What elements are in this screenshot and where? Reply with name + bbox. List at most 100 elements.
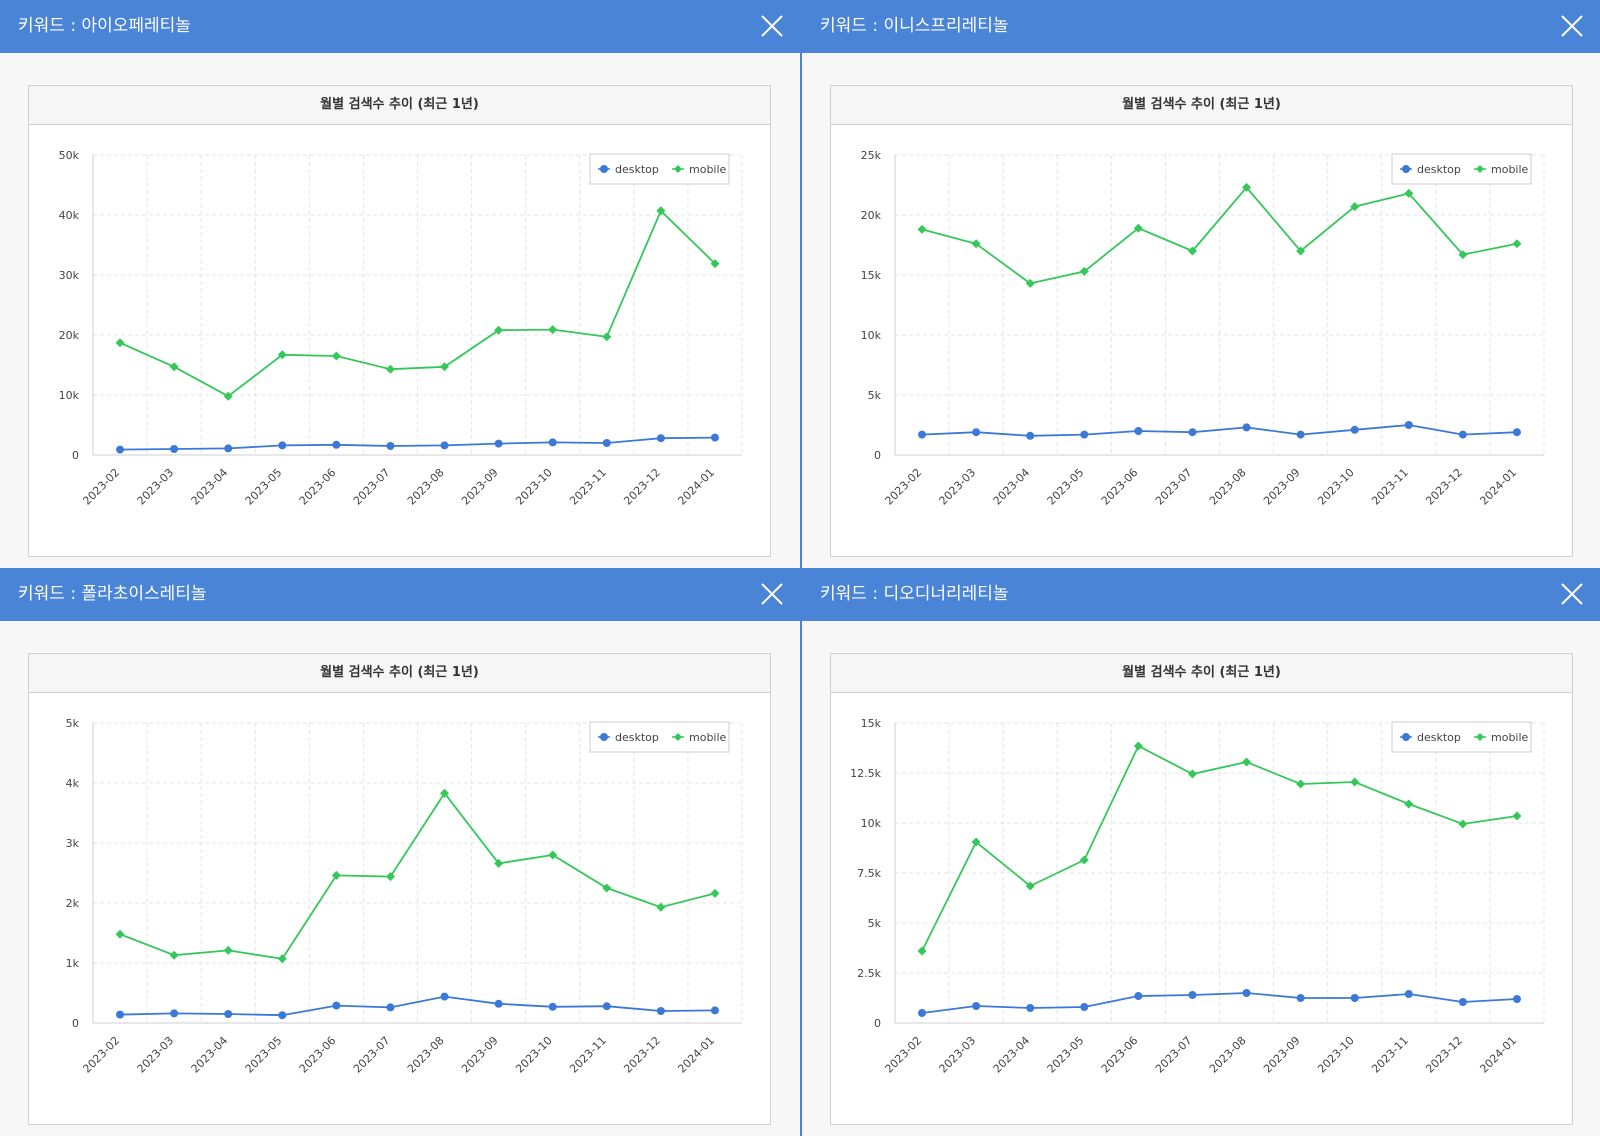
desktop-data-point: [602, 1002, 611, 1011]
x-tick-label: 2023-09: [459, 466, 501, 508]
desktop-data-point: [972, 1002, 981, 1010]
desktop-data-point: [602, 439, 611, 447]
desktop-data-point: [972, 428, 981, 437]
x-tick-label: 2023-02: [80, 1034, 122, 1076]
desktop-data-point: [386, 442, 395, 450]
close-icon[interactable]: [1558, 12, 1586, 40]
mobile-data-point: [440, 788, 450, 798]
desktop-data-point: [1458, 998, 1467, 1006]
desktop-data-point: [1350, 425, 1359, 434]
x-tick-label: 2023-03: [135, 1034, 177, 1076]
x-tick-label: 2023-07: [1153, 1034, 1195, 1076]
y-tick-label: 50k: [59, 149, 80, 162]
mobile-data-point: [169, 362, 179, 372]
desktop-data-point: [1134, 992, 1143, 1000]
desktop-data-point: [440, 441, 449, 450]
desktop-data-point: [170, 445, 179, 453]
chart-header: 월별 검색수 추이 (최근 1년): [831, 654, 1572, 693]
mobile-data-point: [1242, 757, 1252, 767]
desktop-data-point: [1026, 431, 1035, 440]
mobile-legend-marker: [674, 165, 682, 173]
mobile-data-point: [1187, 769, 1197, 779]
desktop-data-point: [116, 1010, 125, 1019]
x-tick-label: 2023-10: [513, 1034, 555, 1076]
mobile-data-point: [385, 364, 395, 374]
y-tick-label: 7.5k: [857, 867, 881, 880]
mobile-data-point: [548, 850, 558, 860]
mobile-data-point: [385, 872, 395, 882]
mobile-data-point: [1350, 777, 1360, 787]
x-tick-label: 2023-10: [1315, 466, 1357, 508]
chart-card: 월별 검색수 추이 (최근 1년) 0 10k 20k 30k 40k 50k 2023-0…: [28, 85, 771, 557]
x-tick-label: 2023-05: [1045, 466, 1087, 508]
desktop-data-point: [116, 445, 125, 454]
legend-label: desktop: [615, 731, 659, 744]
x-tick-label: 2023-04: [991, 1034, 1033, 1076]
mobile-data-point: [971, 239, 981, 249]
mobile-data-point: [115, 338, 125, 348]
x-tick-label: 2023-12: [621, 466, 663, 508]
desktop-data-point: [494, 439, 503, 448]
mobile-data-point: [1025, 881, 1035, 891]
x-tick-label: 2023-08: [405, 466, 447, 508]
desktop-data-point: [278, 441, 287, 450]
y-tick-label: 20k: [861, 209, 882, 222]
desktop-data-point: [656, 1007, 665, 1015]
line-chart: 0 5k 10k 15k 20k 25k 2023-02 2023-03 2023-04 2023…: [861, 149, 1545, 508]
mobile-data-point: [223, 391, 233, 401]
x-tick-label: 2023-06: [297, 466, 339, 508]
y-tick-label: 15k: [861, 269, 882, 282]
x-tick-label: 2023-05: [243, 1034, 285, 1076]
y-tick-label: 40k: [59, 209, 80, 222]
keyword-title: 키워드 : 폴라초이스레티놀: [18, 584, 207, 604]
legend-box: [1391, 153, 1532, 185]
desktop-data-point: [918, 1009, 927, 1017]
line-chart: 0 2.5k 5k 7.5k 10k 12.5k 15k 2023-02 2023-03 2023…: [850, 717, 1545, 1076]
panel-header: 키워드 : 아이오페레티놀: [0, 0, 800, 53]
desktop-data-point: [332, 1001, 341, 1010]
x-tick-label: 2023-09: [459, 1034, 501, 1076]
mobile-data-point: [1133, 741, 1143, 751]
chart-card: 월별 검색수 추이 (최근 1년) 0 2.5k 5k 7.5k 10k 12.5k 15k…: [830, 653, 1573, 1125]
panel-header: 키워드 : 디오디너리레티놀: [802, 568, 1600, 621]
y-tick-label: 1k: [66, 957, 80, 970]
y-tick-label: 20k: [59, 329, 80, 342]
mobile-data-point: [656, 902, 666, 912]
desktop-data-point: [1188, 428, 1197, 437]
y-tick-label: 5k: [66, 717, 80, 730]
keyword-title: 키워드 : 디오디너리레티놀: [820, 584, 1009, 604]
mobile-data-point: [494, 325, 504, 335]
close-icon[interactable]: [1558, 580, 1586, 608]
x-tick-label: 2023-08: [405, 1034, 447, 1076]
desktop-series-line: [922, 424, 1517, 437]
desktop-data-point: [1242, 989, 1251, 997]
desktop-data-point: [1134, 427, 1143, 435]
mobile-data-point: [115, 929, 125, 939]
close-icon[interactable]: [758, 12, 786, 40]
desktop-data-point: [710, 1006, 719, 1015]
y-tick-label: 5k: [868, 389, 882, 402]
x-tick-label: 2023-08: [1207, 1034, 1249, 1076]
close-icon[interactable]: [758, 580, 786, 608]
keyword-panel-2: 키워드 : 이니스프리레티놀 월별 검색수 추이 (최근 1년) 0 5k 10k 1…: [800, 0, 1600, 568]
y-tick-label: 3k: [66, 837, 80, 850]
mobile-data-point: [1458, 819, 1468, 829]
x-tick-label: 2024-01: [675, 466, 717, 508]
desktop-data-point: [1512, 428, 1521, 437]
legend-box: [1391, 721, 1532, 753]
x-tick-label: 2023-07: [1153, 466, 1195, 508]
x-tick-label: 2023-06: [1099, 466, 1141, 508]
x-tick-label: 2023-08: [1207, 466, 1249, 508]
mobile-data-point: [1296, 246, 1306, 256]
x-tick-label: 2023-03: [135, 466, 177, 508]
desktop-data-point: [494, 999, 503, 1008]
desktop-series-line: [921, 992, 1518, 1014]
desktop-data-point: [224, 444, 233, 453]
chart-card: 월별 검색수 추이 (최근 1년) 0 1k 2k 3k 4k 5k 2023-02 2023…: [28, 653, 771, 1125]
chart-header: 월별 검색수 추이 (최근 1년): [831, 86, 1572, 125]
legend-label: desktop: [1417, 731, 1461, 744]
chart-header: 월별 검색수 추이 (최근 1년): [29, 86, 770, 125]
mobile-data-point: [169, 950, 179, 960]
chart-header: 월별 검색수 추이 (최근 1년): [29, 654, 770, 693]
mobile-series-line: [921, 186, 1518, 285]
